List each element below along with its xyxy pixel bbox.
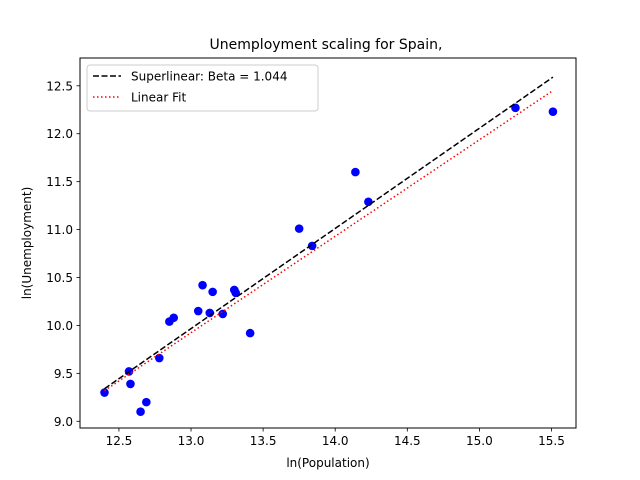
y-tick-label: 11.5 [46,175,73,189]
y-tick-label: 11.0 [46,223,73,237]
y-axis-label: ln(Unemployment) [20,187,34,300]
legend-label-superlinear: Superlinear: Beta = 1.044 [131,70,287,84]
plot-area [100,76,558,417]
x-tick-label: 13.5 [250,434,277,448]
x-axis: 12.5 13.0 13.5 14.0 14.5 15.0 15.5 [106,428,565,448]
data-point [364,197,373,207]
data-point [193,306,203,316]
data-point [351,167,360,177]
data-point [205,308,215,318]
data-point [155,353,164,363]
chart-title: Unemployment scaling for Spain, [210,37,443,53]
linear-fit-line [104,89,554,392]
data-point [142,397,151,407]
y-tick-label: 12.0 [46,127,73,141]
legend-frame [86,64,319,112]
data-point [548,107,558,116]
y-tick-label: 10.0 [46,319,73,333]
data-point [208,287,217,297]
data-point [245,328,255,338]
x-tick-label: 14.0 [322,434,349,448]
data-point [126,379,135,389]
x-tick-label: 14.5 [394,434,421,448]
data-point [136,407,145,417]
data-point [198,280,207,290]
x-tick-label: 12.5 [106,434,133,448]
data-point [100,388,109,397]
superlinear-fit-line [104,76,554,390]
legend-label-linear-fit: Linear Fit [131,91,186,105]
y-tick-label: 10.5 [46,271,73,285]
data-point [294,224,304,233]
data-point [169,313,179,323]
data-point [511,103,520,113]
y-tick-label: 12.5 [46,79,73,93]
x-tick-label: 15.0 [466,434,493,448]
x-axis-label: ln(Population) [286,456,369,470]
y-axis: 9.0 9.5 10.0 10.5 11.0 11.5 12.0 12.5 [46,79,80,429]
x-tick-label: 15.5 [538,434,565,448]
data-point [218,309,228,319]
data-point [307,241,317,251]
y-tick-label: 9.5 [54,367,73,381]
data-point [231,288,241,298]
legend: Superlinear: Beta = 1.044 Linear Fit [86,64,319,112]
plot-frame [79,57,577,429]
y-tick-label: 9.0 [54,415,73,429]
x-tick-label: 13.0 [178,434,205,448]
